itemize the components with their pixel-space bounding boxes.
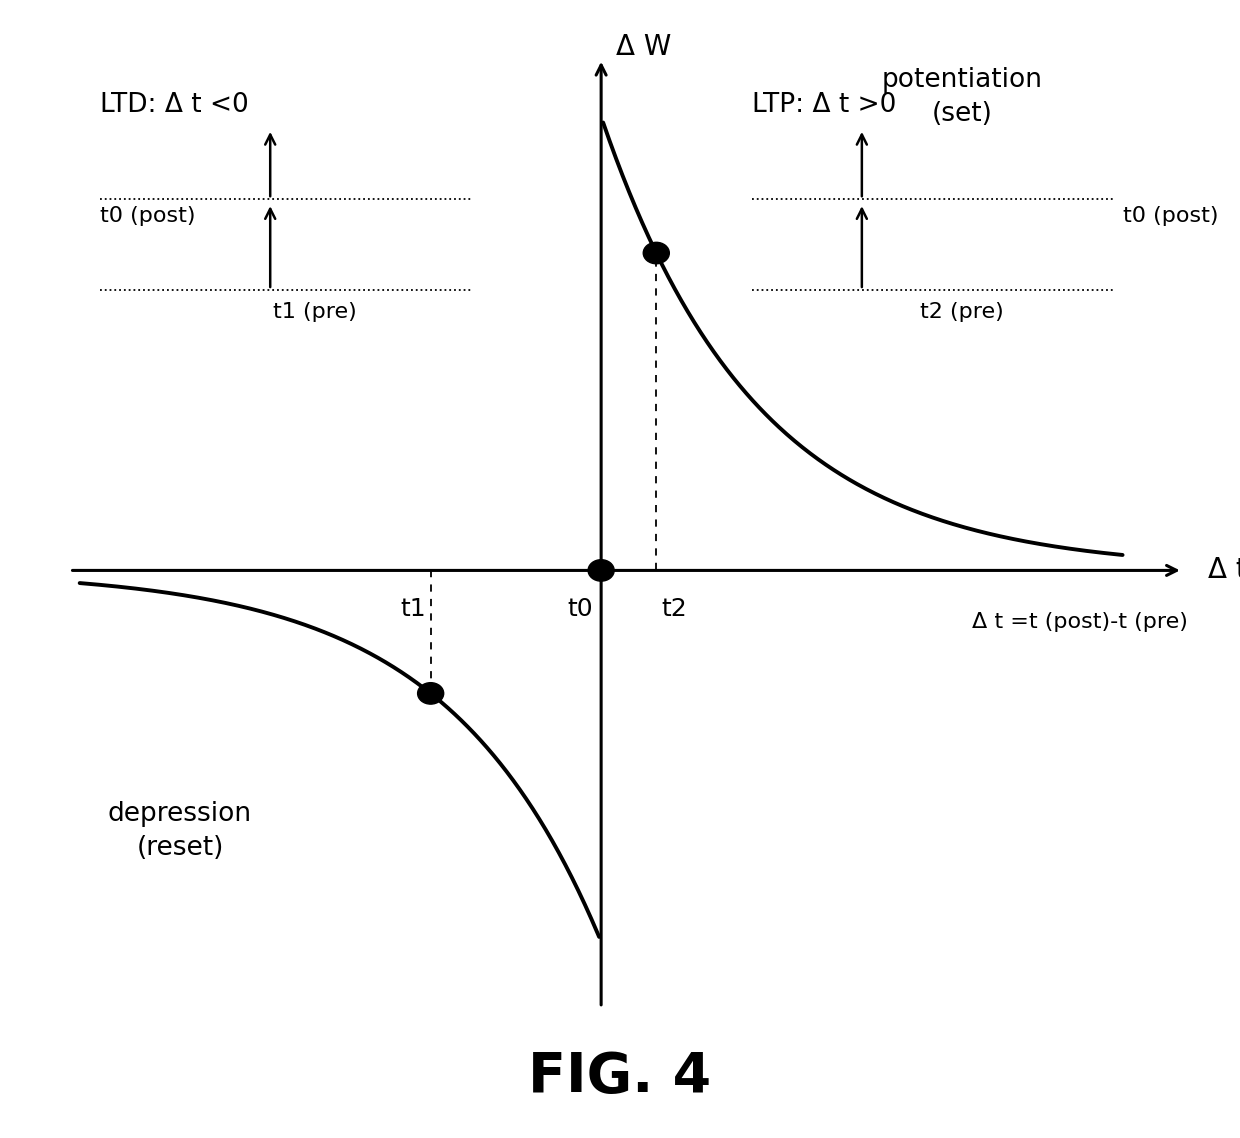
Text: Δ t =t (post)-t (pre): Δ t =t (post)-t (pre) xyxy=(972,612,1188,632)
Text: t1: t1 xyxy=(401,596,425,621)
Text: t0 (post): t0 (post) xyxy=(99,206,195,225)
Text: Δ t: Δ t xyxy=(1208,556,1240,585)
Circle shape xyxy=(588,560,614,582)
Text: t2: t2 xyxy=(661,596,687,621)
Text: t2 (pre): t2 (pre) xyxy=(920,303,1004,322)
Text: t0 (post): t0 (post) xyxy=(1122,206,1218,225)
Circle shape xyxy=(644,242,670,264)
Text: t0: t0 xyxy=(568,596,593,621)
Text: t1 (pre): t1 (pre) xyxy=(274,303,357,322)
Text: potentiation
(set): potentiation (set) xyxy=(882,67,1043,127)
Text: depression
(reset): depression (reset) xyxy=(108,801,252,861)
Text: LTP: Δ t >0: LTP: Δ t >0 xyxy=(751,92,897,118)
Text: LTD: Δ t <0: LTD: Δ t <0 xyxy=(99,92,248,118)
Text: FIG. 4: FIG. 4 xyxy=(528,1050,712,1104)
Circle shape xyxy=(418,683,444,704)
Text: Δ W: Δ W xyxy=(616,33,672,60)
